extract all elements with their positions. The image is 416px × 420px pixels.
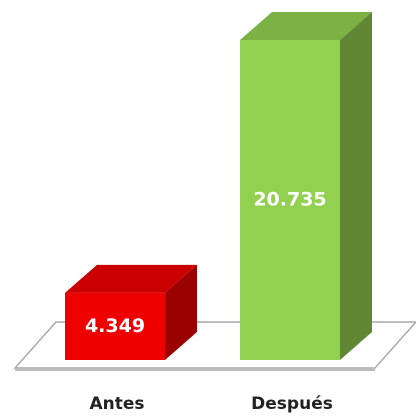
floor-edge [15, 368, 375, 371]
data-label: 4.349 [85, 315, 145, 337]
bar [240, 40, 340, 360]
x-tick-label: Después [251, 394, 333, 414]
bar-top [65, 264, 197, 293]
bar-side [165, 264, 197, 360]
data-label: 20.735 [253, 189, 326, 211]
bar-top [240, 12, 372, 40]
x-tick-label: Antes [89, 394, 144, 414]
bar-side [340, 12, 372, 360]
bar [65, 292, 165, 360]
